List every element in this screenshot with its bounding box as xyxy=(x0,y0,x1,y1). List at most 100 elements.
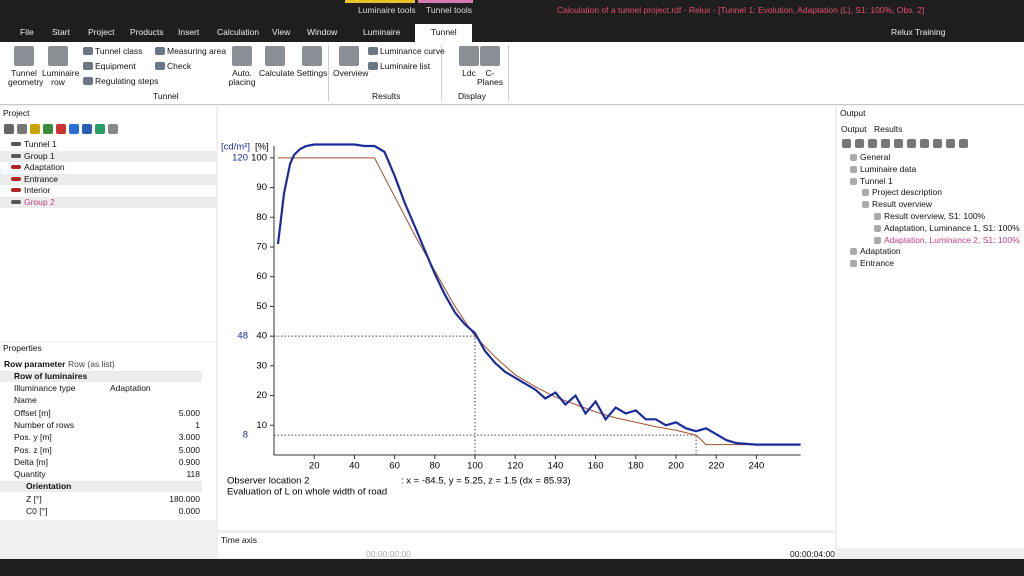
y-tick-label: 30 xyxy=(256,360,267,371)
tree-item[interactable]: Adaptation, Luminance 2, S1: 100% xyxy=(884,234,1020,245)
tree-item[interactable]: Adaptation xyxy=(24,162,65,173)
menu-tab[interactable]: Start xyxy=(52,27,70,37)
context-tab[interactable]: Tunnel tools xyxy=(426,5,472,15)
y-tick-label: 70 xyxy=(256,242,267,253)
menu-tab[interactable]: Tunnel xyxy=(431,27,457,37)
prop-value[interactable]: 0.900 xyxy=(178,456,200,467)
row-highlight xyxy=(0,481,202,492)
ribbon-button[interactable]: Tunnel geometry xyxy=(8,68,44,87)
x-tick-label: 240 xyxy=(748,461,764,472)
tree-item[interactable]: General xyxy=(860,152,891,162)
y2-tick-label: 120 xyxy=(232,152,248,163)
tree-item[interactable]: Interior xyxy=(24,185,51,196)
user-name[interactable]: Relux Training xyxy=(891,27,946,37)
context-tab[interactable]: Luminaire tools xyxy=(358,5,416,15)
chart: 20 40 60 80 100 120 140 160 180 200 220 24010203040… xyxy=(221,142,801,498)
menu-tab[interactable]: Insert xyxy=(178,27,200,37)
tree-item[interactable]: Tunnel 1 xyxy=(24,139,57,149)
prop-value[interactable]: 1 xyxy=(195,419,200,430)
prop-value[interactable]: 0.000 xyxy=(178,506,200,517)
tree-item[interactable]: Adaptation xyxy=(860,246,901,257)
prop-label: Z [°] xyxy=(26,494,42,504)
menu-tab[interactable]: Window xyxy=(307,27,338,37)
tree-item[interactable]: Group 2 xyxy=(24,197,55,207)
ribbon-button[interactable]: Measuring area xyxy=(167,46,227,56)
tree-item[interactable]: Result overview, S1: 100% xyxy=(884,211,986,221)
y2-tick-label: 48 xyxy=(237,331,248,342)
icon xyxy=(850,154,857,161)
ribbon-button[interactable]: Auto. placing xyxy=(228,68,256,87)
tab[interactable]: Row parameter xyxy=(4,359,66,369)
tree-item[interactable]: Entrance xyxy=(860,258,895,269)
prop-value[interactable]: 5.000 xyxy=(178,444,200,455)
icon xyxy=(480,46,500,66)
tree-item[interactable]: Group 1 xyxy=(24,150,55,161)
ribbon-button[interactable]: Luminaire row xyxy=(42,68,80,87)
row-highlight xyxy=(0,371,202,382)
ribbon xyxy=(0,42,1024,105)
panel-title: Time axis xyxy=(221,535,258,545)
icon xyxy=(43,124,53,134)
tree-item[interactable]: Luminaire data xyxy=(860,163,917,174)
icon xyxy=(874,213,881,220)
ribbon-button[interactable]: Luminance curve xyxy=(380,46,445,56)
prop-value[interactable]: 118 xyxy=(186,469,200,480)
y2-unit: [cd/m²] xyxy=(221,142,250,153)
time-panel xyxy=(218,533,835,558)
ribbon-button[interactable]: Overview xyxy=(333,68,369,78)
menu-tab[interactable]: Project xyxy=(88,27,115,37)
icon xyxy=(946,139,955,148)
menu-tab[interactable]: Calculation xyxy=(217,27,260,37)
tab[interactable]: Results xyxy=(874,124,903,134)
menu-tab[interactable]: Products xyxy=(130,27,164,37)
tree-item[interactable]: Adaptation, Luminance 1, S1: 100% xyxy=(884,222,1020,233)
y2-tick-label: 8 xyxy=(243,430,248,441)
icon xyxy=(907,139,916,148)
prop-value[interactable]: 3.000 xyxy=(178,432,200,443)
tab[interactable]: Output xyxy=(841,124,867,134)
row-highlight xyxy=(0,150,216,162)
icon xyxy=(232,46,252,66)
icon xyxy=(4,124,14,134)
icon xyxy=(95,124,105,134)
ribbon-button[interactable]: Equipment xyxy=(95,61,136,71)
group-label: Tunnel xyxy=(153,91,179,101)
section-title: Orientation xyxy=(26,481,72,491)
prop-value[interactable]: 5.000 xyxy=(178,407,200,418)
ribbon-button[interactable]: Check xyxy=(167,61,192,71)
ribbon-button[interactable]: Calculate xyxy=(259,68,295,78)
ribbon-button[interactable]: Settings xyxy=(296,68,328,78)
ribbon-button[interactable]: Regulating steps xyxy=(95,76,159,86)
prop-label: Name xyxy=(14,395,37,406)
menu-tab[interactable]: File xyxy=(20,27,34,37)
chart-panel xyxy=(218,106,835,530)
menu-tab[interactable]: View xyxy=(272,27,291,37)
separator xyxy=(508,45,509,101)
y-tick-label: 20 xyxy=(256,390,267,401)
y-tick-label: 40 xyxy=(256,331,267,342)
ribbon-button[interactable]: C-Planes xyxy=(477,68,503,87)
icon xyxy=(82,124,92,134)
icon xyxy=(874,236,881,244)
annotation: Observer location 2 xyxy=(227,476,309,487)
icon xyxy=(108,124,118,134)
icon xyxy=(933,139,942,148)
tab[interactable]: Row (as list) xyxy=(68,359,115,369)
tree-item[interactable]: Result overview xyxy=(872,199,932,210)
ribbon-button[interactable]: Luminaire list xyxy=(380,61,431,71)
icon xyxy=(11,176,21,181)
icon xyxy=(11,153,21,158)
ribbon-button[interactable]: Ldc xyxy=(462,68,476,78)
icon xyxy=(842,139,851,148)
prop-value[interactable]: Adaptation xyxy=(110,383,151,393)
prop-value[interactable]: 180.000 xyxy=(169,494,200,504)
prop-label: Pos. y [m] xyxy=(14,432,52,443)
x-tick-label: 120 xyxy=(507,461,523,472)
tree-item[interactable]: Entrance xyxy=(24,173,59,184)
time-end: 00:00:04:00 xyxy=(790,549,835,559)
ribbon-button[interactable]: Tunnel class xyxy=(95,46,143,56)
icon xyxy=(155,47,165,55)
tree-item[interactable]: Project description xyxy=(872,187,942,198)
tree-item[interactable]: Tunnel 1 xyxy=(860,175,893,186)
menu-tab[interactable]: Luminaire xyxy=(363,27,401,37)
